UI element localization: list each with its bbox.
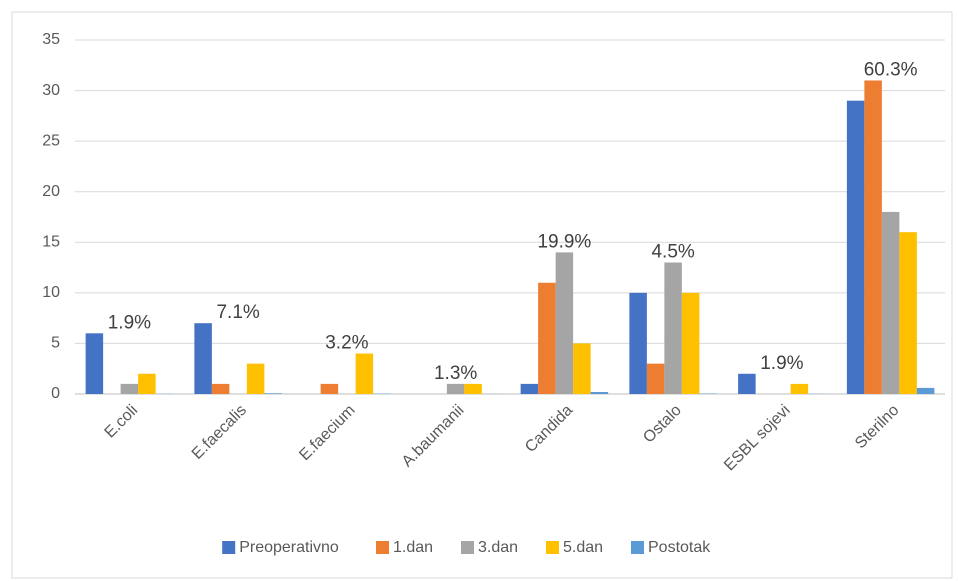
bar <box>790 383 809 394</box>
legend-label: 5.dan <box>563 539 603 556</box>
legend-swatch <box>222 541 236 554</box>
y-tick-label: 20 <box>42 183 60 200</box>
legend-swatch <box>546 541 559 554</box>
data-label: 1.9% <box>108 312 151 333</box>
y-tick-label: 30 <box>42 82 60 99</box>
bar <box>246 363 265 394</box>
bar <box>573 343 591 394</box>
bar <box>629 292 647 394</box>
y-tick-label: 10 <box>42 284 60 301</box>
legend-swatch <box>376 541 389 554</box>
legend-label: Postotak <box>648 539 711 556</box>
bar <box>355 353 374 394</box>
data-label: 3.2% <box>325 333 368 354</box>
bar <box>916 387 935 394</box>
y-tick-label: 25 <box>42 132 60 149</box>
data-label: 1.9% <box>760 353 803 374</box>
bar <box>681 292 700 394</box>
bar <box>320 383 339 394</box>
data-label: 19.9% <box>537 231 591 252</box>
data-label: 4.5% <box>651 242 694 263</box>
y-tick-label: 15 <box>42 234 60 251</box>
legend-label: 3.dan <box>478 539 518 556</box>
bar <box>194 323 212 394</box>
bar <box>538 282 556 394</box>
bar <box>464 383 482 394</box>
bar <box>846 100 865 394</box>
bar <box>120 383 139 394</box>
legend-label: Preoperativno <box>239 539 339 556</box>
bar <box>646 363 665 394</box>
bar <box>446 383 465 394</box>
bar <box>211 383 230 394</box>
bar <box>590 391 609 394</box>
bar <box>85 333 104 394</box>
legend-swatch <box>461 541 474 554</box>
bar <box>138 373 156 394</box>
bar <box>738 373 756 394</box>
bar <box>881 211 900 394</box>
bar <box>555 252 574 394</box>
data-label: 60.3% <box>864 59 918 80</box>
bar <box>899 232 917 394</box>
bar <box>864 80 882 394</box>
y-tick-label: 0 <box>51 385 60 402</box>
legend-label: 1.dan <box>393 539 433 556</box>
y-tick-label: 5 <box>51 335 60 352</box>
y-tick-label: 35 <box>42 31 60 48</box>
chart-border <box>11 11 953 579</box>
data-label: 1.3% <box>434 363 477 384</box>
bar <box>664 262 682 394</box>
bar <box>520 383 539 394</box>
bar <box>264 393 282 394</box>
legend-swatch <box>631 541 644 554</box>
data-label: 7.1% <box>216 302 259 323</box>
